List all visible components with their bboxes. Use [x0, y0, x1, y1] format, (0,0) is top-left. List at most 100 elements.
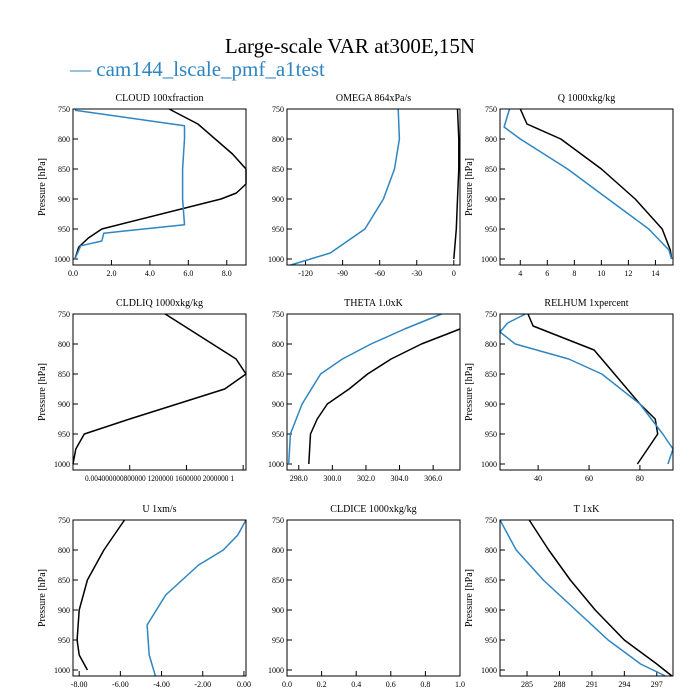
- y-tick-label: 800: [58, 135, 70, 144]
- x-tick-label: 0.004000000800000 1200000 1600000 200000…: [85, 474, 234, 483]
- y-tick-label: 900: [485, 400, 497, 409]
- y-tick-label: 900: [485, 606, 497, 615]
- plot-frame: [286, 108, 461, 266]
- plot-title: OMEGA 864xPa/s: [336, 93, 411, 104]
- x-tick-label: 288: [553, 680, 565, 689]
- x-tick-label: 8: [572, 269, 576, 278]
- plot-title: Q 1000xkg/kg: [558, 93, 616, 104]
- x-tick-label: 80: [636, 474, 644, 483]
- x-tick-label: 1.0: [455, 680, 465, 689]
- y-tick-label: 950: [485, 636, 497, 645]
- plot-title: CLDICE 1000xkg/kg: [330, 504, 416, 515]
- plot-frame: [286, 313, 461, 471]
- y-tick-label: 1000: [481, 255, 497, 264]
- y-tick-label: 900: [58, 606, 70, 615]
- plot-title: T 1xK: [574, 504, 600, 515]
- y-axis-label: Pressure [hPa]: [464, 158, 475, 216]
- y-tick-label: 850: [485, 576, 497, 585]
- y-axis-label: Pressure [hPa]: [37, 158, 48, 216]
- y-tick-label: 750: [58, 310, 70, 319]
- x-tick-label: 0.2: [317, 680, 327, 689]
- y-tick-label: 750: [58, 105, 70, 114]
- plot-frame: [72, 313, 247, 471]
- y-tick-label: 900: [58, 400, 70, 409]
- y-tick-label: 850: [485, 165, 497, 174]
- y-tick-label: 750: [272, 310, 284, 319]
- x-tick-label: 0.00: [237, 680, 251, 689]
- x-tick-label: 60: [585, 474, 593, 483]
- series-line-control: [308, 328, 461, 465]
- y-tick-label: 800: [485, 546, 497, 555]
- y-tick-label: 800: [58, 546, 70, 555]
- x-tick-label: 0.0: [282, 680, 292, 689]
- y-tick-label: 850: [485, 370, 497, 379]
- y-axis-label: Pressure [hPa]: [37, 363, 48, 421]
- x-tick-label: 4: [518, 269, 522, 278]
- y-tick-label: 950: [272, 430, 284, 439]
- y-tick-label: 750: [485, 516, 497, 525]
- y-tick-label: 850: [58, 370, 70, 379]
- y-tick-label: 750: [272, 105, 284, 114]
- y-tick-label: 750: [272, 516, 284, 525]
- plot-title: CLOUD 100xfraction: [115, 93, 203, 104]
- y-tick-label: 900: [272, 400, 284, 409]
- y-tick-label: 850: [58, 165, 70, 174]
- series-line-test: [503, 108, 673, 260]
- series-line-control: [453, 108, 460, 260]
- y-tick-label: 1000: [268, 460, 284, 469]
- plot-frame: [499, 519, 674, 677]
- x-tick-label: 0.4: [351, 680, 361, 689]
- x-tick-label: 291: [586, 680, 598, 689]
- x-tick-label: -8.00: [71, 680, 88, 689]
- x-tick-label: 306.0: [424, 474, 442, 483]
- legend-label: cam144_lscale_pmf_a1test: [96, 57, 325, 81]
- y-tick-label: 800: [272, 546, 284, 555]
- y-tick-label: 1000: [54, 460, 70, 469]
- x-tick-label: 10: [597, 269, 605, 278]
- series-line-control: [74, 108, 247, 260]
- x-tick-label: 6.0: [183, 269, 193, 278]
- y-tick-label: 900: [485, 195, 497, 204]
- series-line-test: [146, 519, 247, 677]
- x-tick-label: 2.0: [106, 269, 116, 278]
- y-tick-label: 950: [58, 636, 70, 645]
- x-tick-label: 12: [624, 269, 632, 278]
- y-tick-label: 900: [272, 606, 284, 615]
- x-tick-label: 294: [618, 680, 630, 689]
- plot-frame: [72, 519, 247, 677]
- y-tick-label: 900: [272, 195, 284, 204]
- series-line-control: [72, 313, 247, 465]
- y-tick-label: 1000: [481, 666, 497, 675]
- x-tick-label: -6.00: [112, 680, 129, 689]
- y-tick-label: 1000: [54, 666, 70, 675]
- plot-title: CLDLIQ 1000xkg/kg: [116, 298, 203, 309]
- series-line-test: [499, 313, 674, 465]
- y-tick-label: 900: [58, 195, 70, 204]
- page-title: Large-scale VAR at300E,15N: [224, 34, 476, 58]
- x-tick-label: 14: [651, 269, 659, 278]
- series-line-test: [499, 519, 666, 677]
- x-tick-label: 304.0: [391, 474, 409, 483]
- x-tick-label: 298.0: [290, 474, 308, 483]
- y-tick-label: 950: [58, 430, 70, 439]
- legend-dash: —: [70, 57, 91, 81]
- series-line-test: [74, 109, 186, 260]
- plot-title: RELHUM 1xpercent: [544, 298, 628, 309]
- plot-frame: [499, 313, 674, 471]
- x-tick-label: 302.0: [357, 474, 375, 483]
- legend: — cam144_lscale_pmf_a1test: [70, 57, 325, 82]
- x-tick-label: -90: [337, 269, 348, 278]
- x-tick-label: -2.00: [194, 680, 211, 689]
- x-tick-label: -60: [374, 269, 385, 278]
- y-tick-label: 800: [58, 340, 70, 349]
- x-tick-label: 300.0: [323, 474, 341, 483]
- x-tick-label: 0.6: [386, 680, 396, 689]
- y-axis-label: Pressure [hPa]: [37, 569, 48, 627]
- series-line-test: [290, 108, 401, 266]
- y-tick-label: 950: [485, 430, 497, 439]
- series-line-control: [527, 313, 659, 465]
- y-tick-label: 950: [272, 225, 284, 234]
- y-tick-label: 850: [272, 370, 284, 379]
- plot-title: THETA 1.0xK: [344, 298, 403, 309]
